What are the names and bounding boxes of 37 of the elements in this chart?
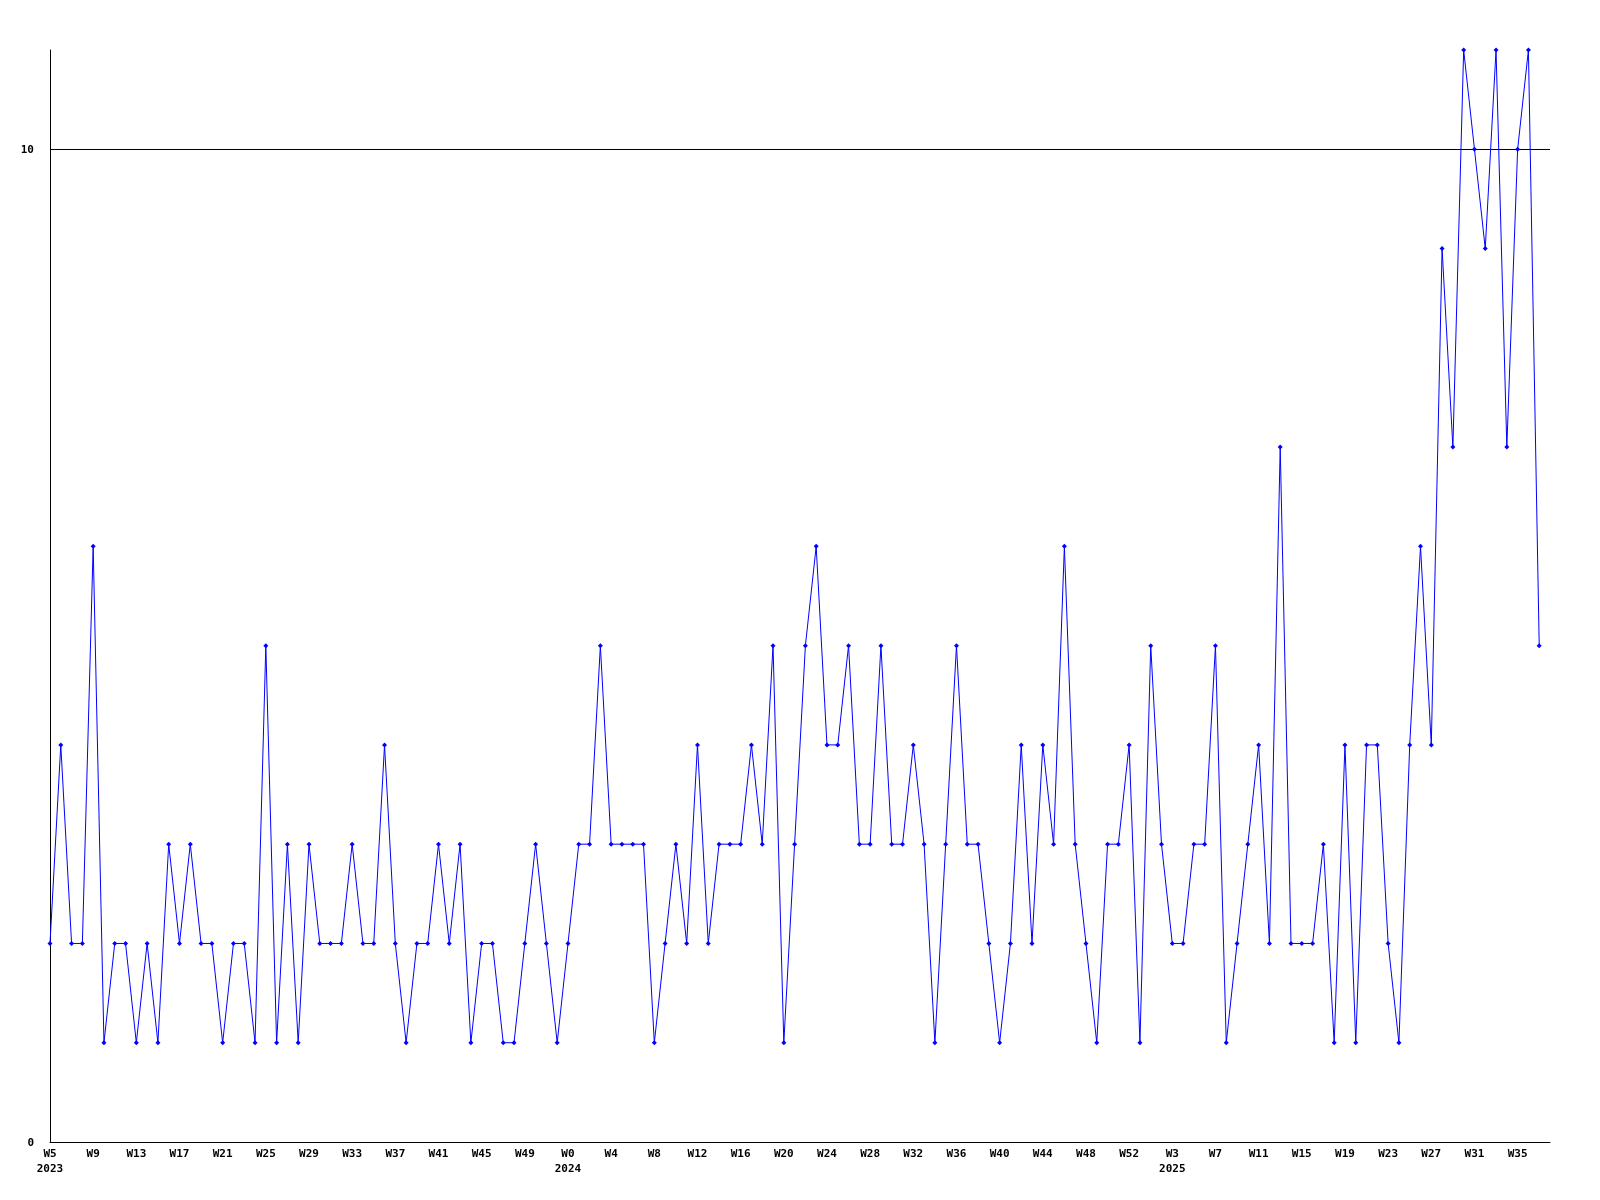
x-tick-label: W19 <box>1335 1147 1355 1160</box>
x-tick-label: W37 <box>385 1147 406 1160</box>
x-tick-label: W52 <box>1119 1147 1140 1160</box>
y-tick-label: 10 <box>20 142 34 156</box>
x-tick-label: W44 <box>1032 1147 1054 1160</box>
x-tick-label: W45 <box>471 1147 492 1160</box>
x-tick-label: W20 <box>773 1147 794 1160</box>
x-tick-label: W36 <box>946 1147 967 1160</box>
x-tick-label: W7 <box>1208 1147 1223 1160</box>
x-tick-label: W23 <box>1378 1147 1399 1160</box>
x-tick-label: W3 2025 <box>1159 1147 1186 1175</box>
x-tick-label: W5 2023 <box>36 1147 64 1175</box>
x-tick-label: W40 <box>989 1147 1010 1160</box>
x-tick-label: W24 <box>817 1147 838 1160</box>
x-tick-label: W16 <box>730 1147 751 1160</box>
x-tick-label: W49 <box>514 1147 535 1160</box>
x-tick-label: W11 <box>1248 1147 1269 1160</box>
x-tick-label: W4 <box>604 1147 619 1160</box>
x-tick-label: W32 <box>903 1147 924 1160</box>
x-tick-label: W35 <box>1507 1147 1528 1160</box>
x-tick-label: W21 <box>212 1147 233 1160</box>
x-tick-label: W31 <box>1464 1147 1485 1160</box>
x-tick-label: W28 <box>860 1147 881 1160</box>
x-tick-label: W25 <box>255 1147 276 1160</box>
x-tick-label: W27 <box>1421 1147 1442 1160</box>
x-tick-label: W8 <box>647 1147 661 1160</box>
x-tick-label: W12 <box>687 1147 708 1160</box>
x-tick-label: W41 <box>428 1147 449 1160</box>
x-tick-label: W17 <box>169 1147 190 1160</box>
x-tick-label: W0 2024 <box>554 1147 582 1175</box>
x-tick-label: W15 <box>1291 1147 1312 1160</box>
y-tick-label: 0 <box>27 1135 34 1149</box>
x-tick-label: W48 <box>1076 1147 1096 1160</box>
x-tick-label: W9 <box>86 1147 100 1160</box>
x-tick-label: W33 <box>342 1147 363 1160</box>
x-tick-label: W29 <box>299 1147 319 1160</box>
x-tick-label: W13 <box>126 1147 147 1160</box>
